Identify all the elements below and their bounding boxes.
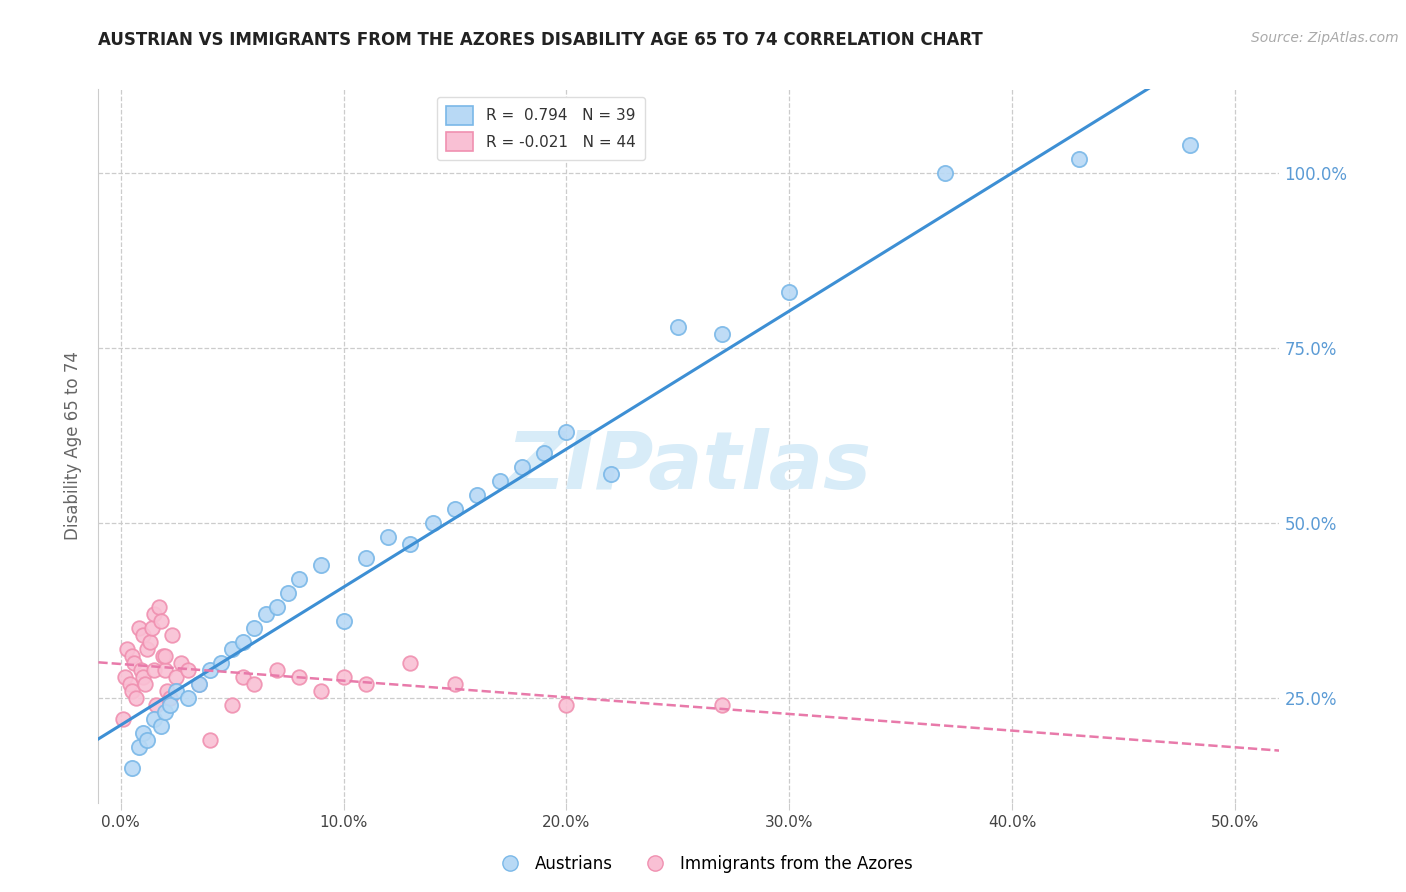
Point — [149, 614, 172, 628]
Point — [134, 677, 156, 691]
Point — [118, 677, 141, 691]
Legend: Austrians, Immigrants from the Azores: Austrians, Immigrants from the Azores — [486, 848, 920, 880]
Point — [176, 663, 198, 677]
Point — [1180, 138, 1202, 153]
Point — [399, 537, 422, 551]
Point — [444, 677, 467, 691]
Point — [444, 502, 467, 516]
Point — [533, 446, 555, 460]
Point — [266, 663, 288, 677]
Point — [232, 635, 254, 649]
Point — [309, 684, 332, 698]
Point — [666, 320, 689, 334]
Legend: R =  0.794   N = 39, R = -0.021   N = 44: R = 0.794 N = 39, R = -0.021 N = 44 — [437, 97, 644, 160]
Point — [209, 656, 232, 670]
Point — [141, 621, 163, 635]
Text: ZIPatlas: ZIPatlas — [506, 428, 872, 507]
Point — [309, 558, 332, 572]
Point — [129, 663, 152, 677]
Point — [136, 641, 159, 656]
Point — [332, 670, 354, 684]
Point — [117, 641, 139, 656]
Point — [1067, 152, 1090, 166]
Point — [159, 698, 181, 712]
Point — [266, 599, 288, 614]
Point — [121, 684, 143, 698]
Point — [128, 739, 150, 754]
Point — [243, 621, 266, 635]
Point — [288, 572, 311, 586]
Point — [555, 698, 578, 712]
Point — [152, 648, 174, 663]
Point — [156, 684, 179, 698]
Point — [711, 698, 734, 712]
Point — [488, 474, 510, 488]
Point — [277, 586, 299, 600]
Text: AUSTRIAN VS IMMIGRANTS FROM THE AZORES DISABILITY AGE 65 TO 74 CORRELATION CHART: AUSTRIAN VS IMMIGRANTS FROM THE AZORES D… — [98, 31, 983, 49]
Point — [934, 166, 956, 180]
Point — [165, 670, 187, 684]
Point — [198, 732, 221, 747]
Point — [354, 550, 377, 565]
Point — [114, 670, 136, 684]
Y-axis label: Disability Age 65 to 74: Disability Age 65 to 74 — [65, 351, 83, 541]
Point — [187, 677, 209, 691]
Point — [221, 641, 243, 656]
Point — [149, 719, 172, 733]
Point — [221, 698, 243, 712]
Point — [132, 670, 155, 684]
Point — [176, 690, 198, 705]
Point — [125, 690, 148, 705]
Point — [600, 467, 623, 481]
Point — [198, 663, 221, 677]
Point — [138, 635, 160, 649]
Point — [159, 690, 181, 705]
Point — [399, 656, 422, 670]
Point — [354, 677, 377, 691]
Point — [243, 677, 266, 691]
Point — [128, 621, 150, 635]
Point — [170, 656, 193, 670]
Point — [136, 732, 159, 747]
Point — [143, 712, 166, 726]
Point — [111, 712, 134, 726]
Point — [332, 614, 354, 628]
Point — [711, 327, 734, 342]
Text: Source: ZipAtlas.com: Source: ZipAtlas.com — [1251, 31, 1399, 45]
Point — [121, 761, 143, 775]
Point — [148, 599, 170, 614]
Point — [121, 648, 143, 663]
Point — [160, 628, 183, 642]
Point — [232, 670, 254, 684]
Point — [145, 698, 167, 712]
Point — [254, 607, 277, 621]
Point — [377, 530, 399, 544]
Point — [143, 607, 166, 621]
Point — [155, 663, 177, 677]
Point — [122, 656, 145, 670]
Point — [155, 705, 177, 719]
Point — [165, 684, 187, 698]
Point — [155, 648, 177, 663]
Point — [288, 670, 311, 684]
Point — [132, 628, 155, 642]
Point — [465, 488, 488, 502]
Point — [555, 425, 578, 439]
Point — [422, 516, 444, 530]
Point — [187, 677, 209, 691]
Point — [778, 285, 800, 299]
Point — [510, 460, 533, 475]
Point — [143, 663, 166, 677]
Point — [132, 726, 155, 740]
